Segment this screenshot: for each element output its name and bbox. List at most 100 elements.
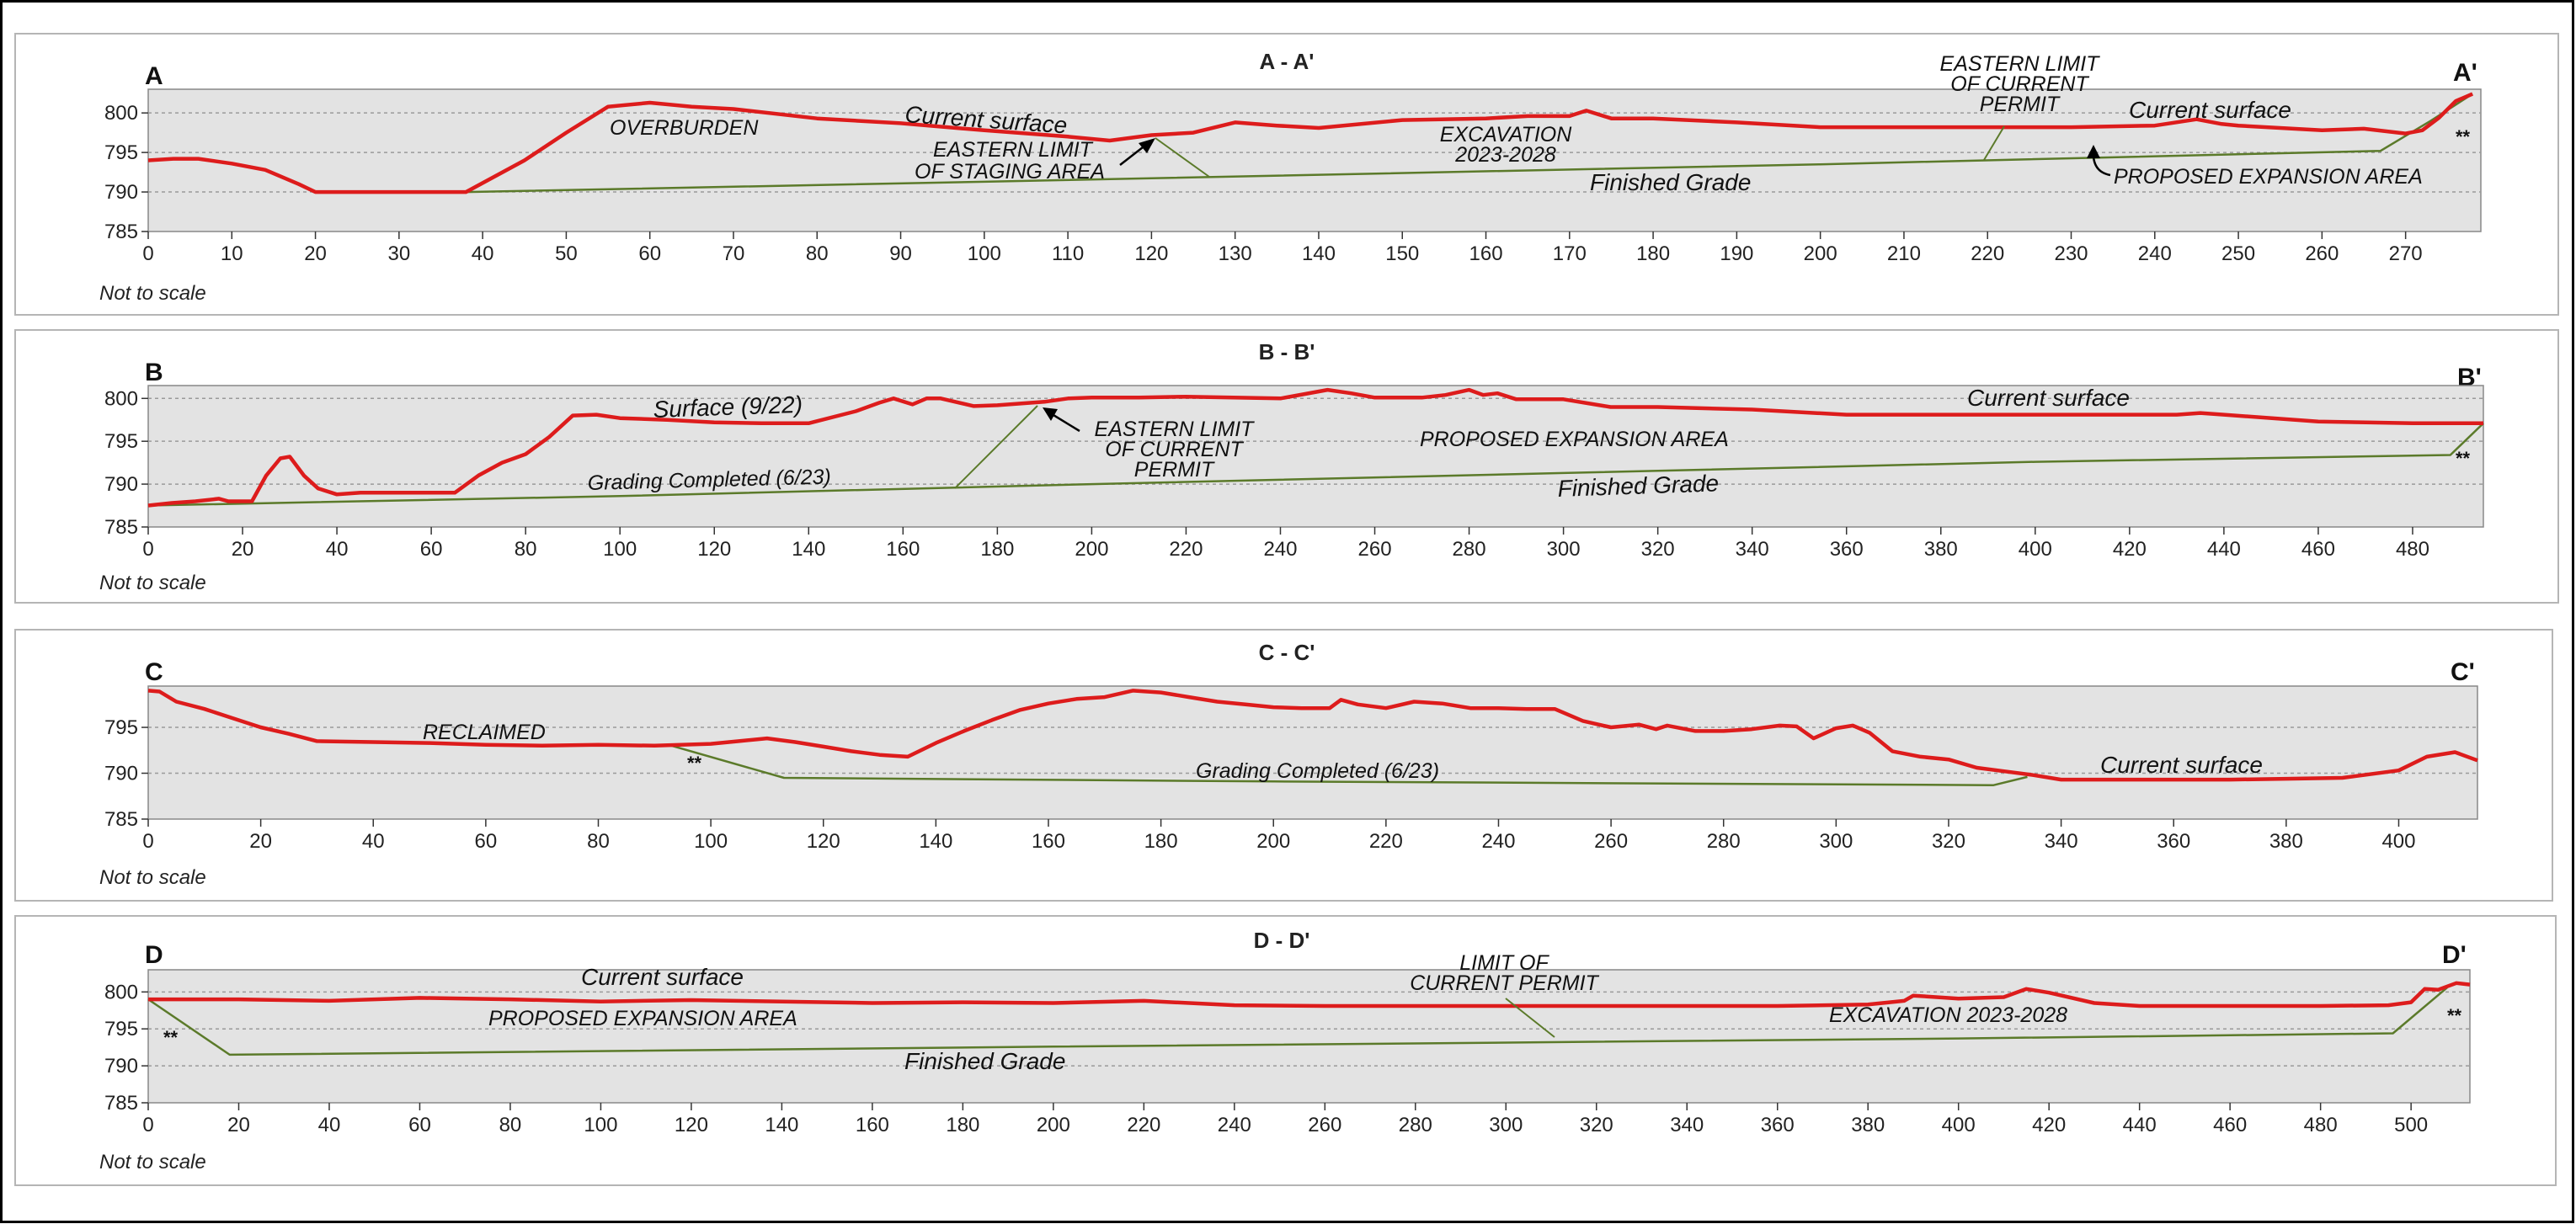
panel-d-expansion-label: PROPOSED EXPANSION AREA: [488, 1007, 797, 1030]
panel-d-excavation-label: EXCAVATION 2023-2028: [1829, 1003, 2067, 1027]
x-tick-label: 10: [221, 242, 243, 265]
x-tick-label: 180: [1636, 242, 1670, 265]
x-tick-label: 50: [555, 242, 578, 265]
y-tick-label: 795: [104, 141, 138, 164]
x-tick-label: 60: [475, 830, 498, 853]
x-tick-label: 240: [1218, 1114, 1251, 1136]
panel-a-expansion-arrowhead: [2087, 145, 2100, 158]
x-tick-label: 340: [2045, 830, 2078, 853]
panel-d-gridlines: [148, 991, 2470, 1067]
y-tick-label: 785: [104, 1092, 138, 1115]
y-tick-label: 790: [104, 473, 138, 496]
y-tick-label: 790: [104, 763, 138, 785]
panel-d-finished-grade-label: Finished Grade: [904, 1048, 1065, 1074]
x-tick-label: 400: [1942, 1114, 1976, 1136]
panel-a-permit-leader: [1983, 125, 2005, 161]
x-tick-label: 480: [2396, 538, 2429, 561]
x-tick-label: 0: [142, 830, 153, 853]
x-tick-label: 240: [1263, 538, 1297, 561]
panel-d-permit-leader: [1505, 998, 1555, 1038]
x-tick-label: 140: [765, 1114, 798, 1136]
x-tick-label: 360: [1830, 538, 1864, 561]
panel-d-title: D - D': [1254, 928, 1310, 953]
panel-a-excavation-label-2: 2023-2028: [1454, 143, 1556, 167]
panel-a-right-label: A': [2453, 59, 2477, 87]
x-tick-label: 260: [2305, 242, 2339, 265]
panel-b-finished-grade-label: Finished Grade: [1557, 470, 1719, 502]
x-tick-label: 20: [249, 830, 272, 853]
x-tick-label: 0: [142, 538, 153, 561]
panel-d-permit-label-2: CURRENT PERMIT: [1410, 971, 1599, 995]
panel-c-reclaimed-label: RECLAIMED: [423, 721, 546, 744]
panel-b-current-surface-label: Current surface: [1967, 385, 2130, 411]
x-tick-label: 180: [946, 1114, 979, 1136]
panel-c-title: C - C': [1259, 640, 1315, 665]
panel-b-asterisks: **: [2456, 448, 2471, 469]
panel-d-finished-grade-line: [147, 987, 2448, 1056]
panel-d-asterisks-left: **: [163, 1027, 179, 1048]
y-tick-label: 795: [104, 1018, 138, 1040]
x-tick-label: 40: [362, 830, 385, 853]
panel-a-finished-grade-label: Finished Grade: [1590, 169, 1751, 195]
x-tick-label: 140: [792, 538, 825, 561]
x-tick-label: 20: [304, 242, 327, 265]
x-tick-label: 220: [1169, 538, 1203, 561]
panel-b-permit-arrow: [1048, 411, 1080, 433]
y-tick-label: 800: [104, 981, 138, 1003]
x-tick-label: 420: [2113, 538, 2147, 561]
x-tick-label: 220: [1971, 242, 2004, 265]
x-tick-label: 460: [2213, 1114, 2247, 1136]
panel-b-current-surface-line: [147, 387, 2483, 508]
panel-a-permit-label-1: EASTERN LIMIT: [1940, 52, 2101, 76]
panel-a-y-axis: 785 790 795 800: [104, 102, 148, 243]
x-tick-label: 130: [1219, 242, 1252, 265]
x-tick-label: 120: [675, 1114, 708, 1136]
panel-a-not-to-scale: Not to scale: [99, 282, 206, 305]
x-tick-label: 160: [886, 538, 920, 561]
x-tick-label: 180: [980, 538, 1014, 561]
panel-d: D - D' D D' 785 790 795 800 0 20 40 60 80 100 120…: [14, 915, 2557, 1186]
panel-a-excavation-label-1: EXCAVATION: [1440, 123, 1572, 146]
panel-b-permit-label-1: EASTERN LIMIT: [1095, 418, 1256, 441]
y-tick-label: 790: [104, 1055, 138, 1078]
x-tick-label: 100: [584, 1114, 617, 1136]
x-tick-label: 160: [1469, 242, 1503, 265]
x-tick-label: 480: [2304, 1114, 2338, 1136]
x-tick-label: 100: [968, 242, 1001, 265]
x-tick-label: 90: [889, 242, 912, 265]
x-tick-label: 360: [1761, 1114, 1795, 1136]
panel-b-not-to-scale: Not to scale: [99, 572, 206, 594]
x-tick-label: 440: [2123, 1114, 2157, 1136]
panel-c-left-label: C: [145, 658, 163, 686]
x-tick-label: 0: [142, 1114, 153, 1136]
x-tick-label: 250: [2221, 242, 2255, 265]
panel-b-left-label: B: [145, 359, 163, 386]
panel-b-title: B - B': [1259, 339, 1315, 365]
x-tick-label: 380: [2269, 830, 2303, 853]
x-tick-label: 340: [1670, 1114, 1704, 1136]
x-tick-label: 380: [1851, 1114, 1885, 1136]
panel-a-current-surface-line: [147, 92, 2473, 194]
x-tick-label: 20: [227, 1114, 250, 1136]
x-tick-label: 70: [723, 242, 745, 265]
y-tick-label: 795: [104, 430, 138, 453]
panel-a-permit-label-3: PERMIT: [1980, 93, 2061, 116]
panel-a-expansion-label: PROPOSED EXPANSION AREA: [2114, 165, 2423, 189]
x-tick-label: 260: [1308, 1114, 1341, 1136]
panel-d-current-surface-label: Current surface: [581, 964, 744, 990]
x-tick-label: 40: [472, 242, 494, 265]
x-tick-label: 200: [1037, 1114, 1070, 1136]
panel-d-current-surface-line: [148, 981, 2471, 1008]
x-tick-label: 200: [1804, 242, 1837, 265]
x-tick-label: 240: [1481, 830, 1515, 853]
x-tick-label: 360: [2157, 830, 2190, 853]
x-tick-label: 260: [1594, 830, 1628, 853]
x-tick-label: 280: [1707, 830, 1741, 853]
x-tick-label: 190: [1720, 242, 1753, 265]
x-tick-label: 120: [697, 538, 731, 561]
x-tick-label: 280: [1453, 538, 1486, 561]
panel-d-left-label: D: [145, 941, 163, 969]
x-tick-label: 20: [232, 538, 254, 561]
x-tick-label: 60: [420, 538, 443, 561]
